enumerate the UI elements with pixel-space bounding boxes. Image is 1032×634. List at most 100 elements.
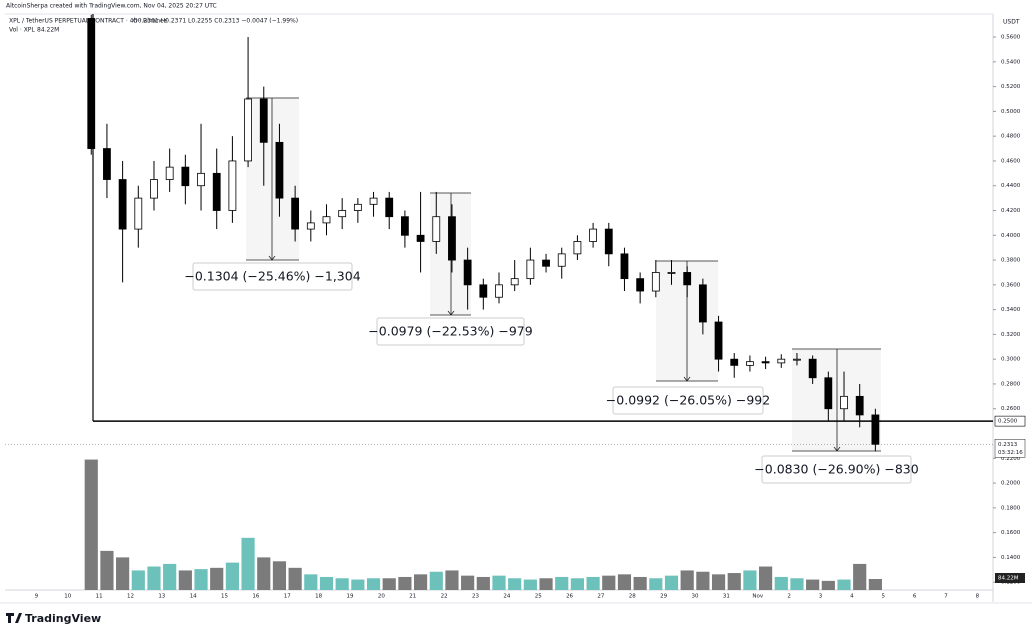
volume-bar: [555, 576, 569, 590]
measure-arrowhead: [268, 255, 276, 261]
measure-area: [246, 98, 299, 260]
y-tick-label: 0.2200: [1001, 456, 1021, 462]
x-tick-label: 7: [944, 594, 948, 600]
x-tick-label: 19: [347, 594, 354, 600]
candle-body: [150, 179, 158, 199]
volume-bar: [868, 579, 882, 590]
x-tick-label: 30: [692, 594, 699, 600]
candle-body: [730, 358, 739, 366]
measure-arrowhead: [683, 376, 691, 382]
currency: USDT: [1003, 19, 1020, 26]
volume-bar: [821, 580, 835, 590]
candle-body: [714, 321, 723, 360]
ohlc: O0.2361 H0.2371 L0.2255 C0.2313 −0.0047 …: [133, 18, 298, 25]
annotation-box: [376, 317, 525, 346]
annotation: −0.1304 (−25.46%) −1,304: [184, 269, 360, 284]
candle-body: [369, 197, 378, 205]
volume-bar: [853, 563, 867, 590]
candle-body: [275, 141, 284, 199]
x-tick-label: 8: [976, 594, 980, 600]
volume-bar: [241, 537, 255, 590]
x-tick-label: 26: [566, 594, 573, 600]
x-tick-label: 21: [409, 594, 416, 600]
volume-bar: [272, 561, 287, 590]
annotation-box: [612, 386, 764, 415]
volume-tag: [995, 573, 1025, 583]
y-tick-label: 0.5600: [1001, 35, 1021, 41]
candle-body: [667, 272, 676, 274]
x-tick-label: 5: [881, 594, 885, 600]
y-tick-label: 0.5400: [1001, 59, 1021, 65]
candle-body: [495, 284, 503, 298]
x-tick-label: 28: [629, 594, 636, 600]
candle-body: [793, 358, 801, 361]
y-tick-label: 0.1600: [1001, 530, 1021, 536]
x-tick-label: 9: [35, 594, 39, 600]
candle-body: [761, 361, 770, 364]
x-tick-label: 31: [723, 594, 730, 600]
candle-body: [651, 272, 660, 292]
y-tick-label: 0.4000: [1001, 233, 1021, 239]
candle-body: [134, 197, 143, 230]
x-tick-label: 16: [252, 594, 259, 600]
candle-body: [353, 203, 362, 211]
last-price-label: 0.2313: [998, 442, 1018, 448]
candle-body: [557, 253, 566, 267]
y-tick-label: 0.4800: [1001, 134, 1021, 140]
y-tick-label: 0.4200: [1001, 208, 1021, 214]
y-tick-label: 0.1400: [1001, 555, 1021, 561]
volume-bar: [837, 579, 851, 590]
x-tick-label: 27: [597, 594, 604, 600]
y-tick-label: 0.3400: [1001, 307, 1021, 313]
annotation: −0.0992 (−26.05%) −992: [606, 393, 770, 408]
volume-bar: [806, 579, 820, 590]
volume-bar: [711, 574, 726, 590]
y-tick-label: 0.2600: [1001, 406, 1021, 412]
candle-body: [244, 98, 252, 162]
candle-body: [306, 222, 315, 230]
candle-body: [228, 160, 237, 211]
volume-bar: [664, 575, 679, 590]
x-tick-label: 14: [190, 594, 197, 600]
y-tick-label: 0.3200: [1001, 332, 1021, 338]
volume-bar: [774, 576, 788, 590]
volume-bar: [680, 570, 694, 590]
candle-body: [87, 18, 96, 149]
x-tick-label: 6: [913, 594, 917, 600]
x-tick-label: 10: [64, 594, 71, 600]
volume-bar: [696, 571, 710, 590]
volume-bar: [131, 570, 145, 590]
candle-body: [589, 228, 597, 242]
candle-body: [683, 272, 692, 286]
x-tick-label: 24: [503, 594, 510, 600]
volume-bar: [225, 562, 239, 590]
candle-body: [291, 197, 300, 230]
candle-body: [448, 216, 456, 261]
x-tick-label: 29: [660, 594, 667, 600]
candle-body: [824, 377, 833, 410]
volume-bar: [492, 575, 506, 590]
volume-bar: [461, 575, 475, 590]
y-tick-label: 0.4400: [1001, 183, 1021, 189]
volume-bar: [570, 578, 584, 590]
volume-bar: [163, 563, 177, 590]
volume-bar: [147, 566, 161, 590]
y-tick-label: 0.2000: [1001, 481, 1021, 487]
volume-bar: [617, 574, 632, 590]
candle-body: [573, 241, 582, 255]
annotation-box: [761, 455, 912, 484]
candle-body: [181, 166, 190, 187]
candle-body: [322, 216, 331, 224]
x-tick-label: 4: [850, 594, 854, 600]
volume-bar: [445, 570, 459, 590]
x-tick-label: 17: [284, 594, 291, 600]
credit: AltcoinSherpa created with TradingView.c…: [6, 3, 217, 10]
volume-bar: [288, 567, 302, 590]
candle-body: [401, 216, 409, 236]
volume-bar: [759, 566, 773, 590]
annotation-box: [192, 262, 353, 291]
y-tick-label: 0.3000: [1001, 357, 1021, 363]
candle-body: [636, 278, 645, 292]
volume-bar: [586, 576, 600, 590]
